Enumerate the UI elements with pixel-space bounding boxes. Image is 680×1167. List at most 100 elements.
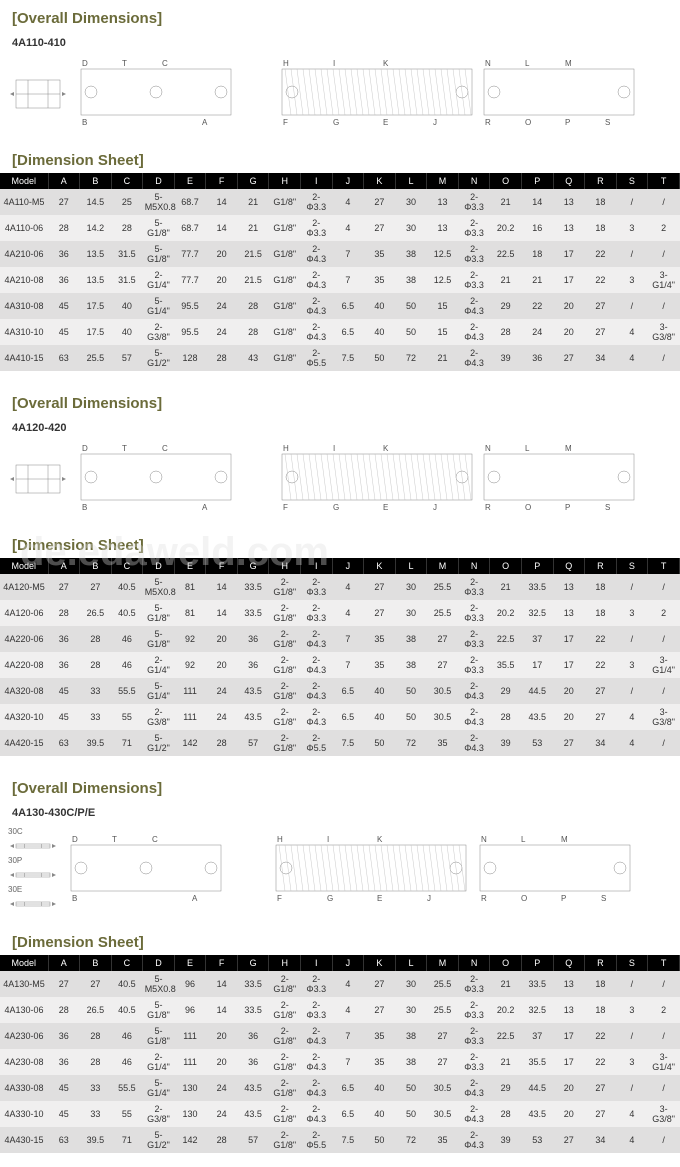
table-cell: 68.7 <box>174 189 206 215</box>
table-cell: 28 <box>80 1023 112 1049</box>
table-cell: 6.5 <box>332 1075 364 1101</box>
table-cell: 14 <box>206 971 238 997</box>
table-cell: 22 <box>585 626 617 652</box>
table-cell: 2 <box>648 215 680 241</box>
table-cell: 6.5 <box>332 1101 364 1127</box>
table-cell: 2-Φ4.3 <box>301 267 333 293</box>
table-cell: 33 <box>80 1075 112 1101</box>
table-cell: 2-Φ4.3 <box>458 345 490 371</box>
table-cell: 3 <box>616 600 648 626</box>
table-cell: / <box>648 1023 680 1049</box>
table-cell: 26.5 <box>80 997 112 1023</box>
table-cell: / <box>616 1075 648 1101</box>
table-cell: 36 <box>48 1049 80 1075</box>
table-cell: 50 <box>364 345 396 371</box>
table-cell: 2-Φ3.3 <box>458 189 490 215</box>
col-header: A <box>48 558 80 574</box>
table-cell: 35 <box>364 241 396 267</box>
col-header: P <box>521 173 553 189</box>
svg-text:J: J <box>427 894 431 903</box>
table-cell: / <box>648 626 680 652</box>
table-cell: 5-G1/4" <box>143 293 175 319</box>
table-cell: 53 <box>521 1127 553 1153</box>
table-cell: 22 <box>585 652 617 678</box>
table-cell: 5-G1/2" <box>143 730 175 756</box>
table-cell: 128 <box>174 345 206 371</box>
table-cell: 30 <box>395 574 427 600</box>
table-cell: 2 <box>648 997 680 1023</box>
table-row: 4A210-063613.531.55-G1/8"77.72021.5G1/8"… <box>0 241 680 267</box>
table-cell: 50 <box>395 1101 427 1127</box>
table-cell: 12.5 <box>427 267 459 293</box>
table-cell: 25 <box>111 189 143 215</box>
table-cell: 34 <box>585 345 617 371</box>
table-cell: 3 <box>616 215 648 241</box>
table-cell: 30.5 <box>427 1101 459 1127</box>
svg-text:G: G <box>327 894 333 903</box>
table-cell: 35 <box>427 1127 459 1153</box>
table-cell: 4A310-10 <box>0 319 48 345</box>
table-cell: 46 <box>111 1049 143 1075</box>
table-cell: 25.5 <box>427 997 459 1023</box>
table-cell: / <box>616 241 648 267</box>
table-cell: 26.5 <box>80 600 112 626</box>
table-cell: 27 <box>80 971 112 997</box>
svg-text:B: B <box>72 894 77 903</box>
table-cell: 55.5 <box>111 1075 143 1101</box>
table-row: 4A110-062814.2285-G1/8"68.71421G1/8"2-Φ3… <box>0 215 680 241</box>
table-cell: 4A110-06 <box>0 215 48 241</box>
table-cell: 20 <box>206 652 238 678</box>
svg-text:T: T <box>122 59 127 68</box>
table-cell: 2-Φ3.3 <box>458 626 490 652</box>
table-cell: 13.5 <box>80 267 112 293</box>
table-cell: / <box>616 293 648 319</box>
table-cell: 32.5 <box>521 997 553 1023</box>
table-cell: 13 <box>553 997 585 1023</box>
table-cell: 55 <box>111 1101 143 1127</box>
table-cell: 13 <box>427 215 459 241</box>
table-cell: 39 <box>490 345 522 371</box>
overall-dimensions-header: Overall Dimensions <box>0 385 680 416</box>
table-cell: 50 <box>364 1127 396 1153</box>
table-cell: 6.5 <box>332 704 364 730</box>
table-cell: 24 <box>521 319 553 345</box>
svg-text:D: D <box>82 444 88 453</box>
table-cell: / <box>648 574 680 600</box>
table-row: 4A310-104517.5402-G3/8"95.52428G1/8"2-Φ4… <box>0 319 680 345</box>
table-cell: 43.5 <box>521 1101 553 1127</box>
dimension-sheet-header: Dimension Sheet <box>0 924 680 955</box>
table-cell: 2-Φ4.3 <box>458 1101 490 1127</box>
table-cell: 81 <box>174 600 206 626</box>
table-cell: 2-Φ3.3 <box>301 997 333 1023</box>
table-cell: 20 <box>206 1023 238 1049</box>
model-range: 4A130-430C/P/E <box>0 801 680 827</box>
table-cell: G1/8" <box>269 345 301 371</box>
table-cell: / <box>648 189 680 215</box>
table-cell: 2 <box>648 600 680 626</box>
col-header: M <box>427 955 459 971</box>
table-cell: 25.5 <box>427 971 459 997</box>
table-cell: 15 <box>427 319 459 345</box>
table-cell: 50 <box>395 293 427 319</box>
table-cell: 4 <box>616 1127 648 1153</box>
table-cell: 2- G1/8" <box>269 730 301 756</box>
table-cell: / <box>616 1023 648 1049</box>
table-cell: 2-Φ4.3 <box>458 704 490 730</box>
table-cell: 22 <box>585 267 617 293</box>
table-cell: 13 <box>553 215 585 241</box>
table-cell: 72 <box>395 730 427 756</box>
table-cell: 4A320-08 <box>0 678 48 704</box>
table-cell: 13 <box>553 600 585 626</box>
table-cell: 39 <box>490 730 522 756</box>
table-row: 4A220-083628462-G1/4"9220362-G1/8"2-Φ4.3… <box>0 652 680 678</box>
col-header: I <box>301 558 333 574</box>
table-cell: 21 <box>490 189 522 215</box>
table-cell: 20 <box>553 293 585 319</box>
table-cell: 3 <box>616 652 648 678</box>
svg-text:H: H <box>277 835 283 844</box>
table-cell: 2-Φ3.3 <box>301 215 333 241</box>
table-cell: 4 <box>616 1101 648 1127</box>
table-cell: 18 <box>585 189 617 215</box>
col-header: L <box>395 955 427 971</box>
table-cell: 33 <box>80 704 112 730</box>
